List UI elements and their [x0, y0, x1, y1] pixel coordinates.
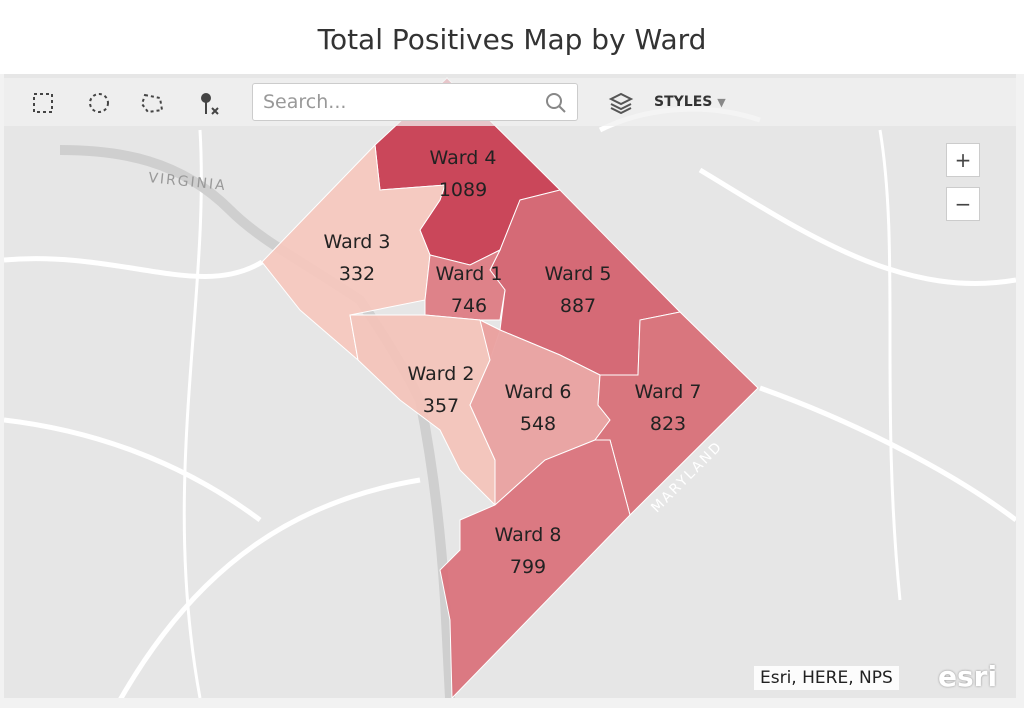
- ward-area: [439, 439, 631, 698]
- search-icon: [546, 93, 566, 113]
- ward-name: Ward 2: [408, 363, 475, 385]
- attribution: Esri, HERE, NPS: [754, 666, 899, 690]
- lasso-select[interactable]: [140, 93, 164, 114]
- selection-tools: [33, 93, 219, 115]
- layers-icon[interactable]: [608, 92, 634, 114]
- ward-value: 1089: [439, 179, 487, 201]
- ward-name: Ward 5: [545, 263, 612, 285]
- wards: Ward 4 1089 Ward 5 887 Ward 3 332 Ward 1 746 War…: [261, 77, 759, 698]
- ward-name: Ward 7: [635, 381, 702, 403]
- roads: [4, 106, 1016, 698]
- ward-name: Ward 6: [505, 381, 572, 403]
- ward-name: Ward 4: [430, 147, 497, 169]
- ward-name: Ward 3: [324, 231, 391, 253]
- ward-area: [594, 311, 759, 516]
- ward-name: Ward 1: [436, 263, 503, 285]
- ward-value: 823: [650, 413, 686, 435]
- search-box[interactable]: Search...: [252, 83, 578, 121]
- clear-select[interactable]: [201, 93, 211, 103]
- styles-label: STYLES: [654, 94, 713, 110]
- ward-value: 887: [560, 295, 596, 317]
- ward-value: 332: [339, 263, 375, 285]
- rect-select[interactable]: [33, 93, 53, 113]
- styles-button[interactable]: STYLES ▼: [654, 94, 726, 110]
- title: Total Positives Map by Ward: [0, 0, 1024, 74]
- ward-area: [424, 248, 506, 321]
- map: Ward 4 1089 Ward 5 887 Ward 3 332 Ward 1 746 War…: [4, 74, 1016, 698]
- ward-value: 746: [451, 295, 487, 317]
- ward-value: 548: [520, 413, 556, 435]
- ward-value: 799: [510, 556, 546, 578]
- circle-select[interactable]: [89, 93, 109, 113]
- zoom-in[interactable]: +: [946, 143, 980, 177]
- logo: esri: [938, 660, 998, 693]
- ward-value: 357: [423, 395, 459, 417]
- zoom-out[interactable]: −: [946, 187, 980, 221]
- clear-select-icon: [205, 102, 219, 115]
- ward-name: Ward 8: [495, 524, 562, 546]
